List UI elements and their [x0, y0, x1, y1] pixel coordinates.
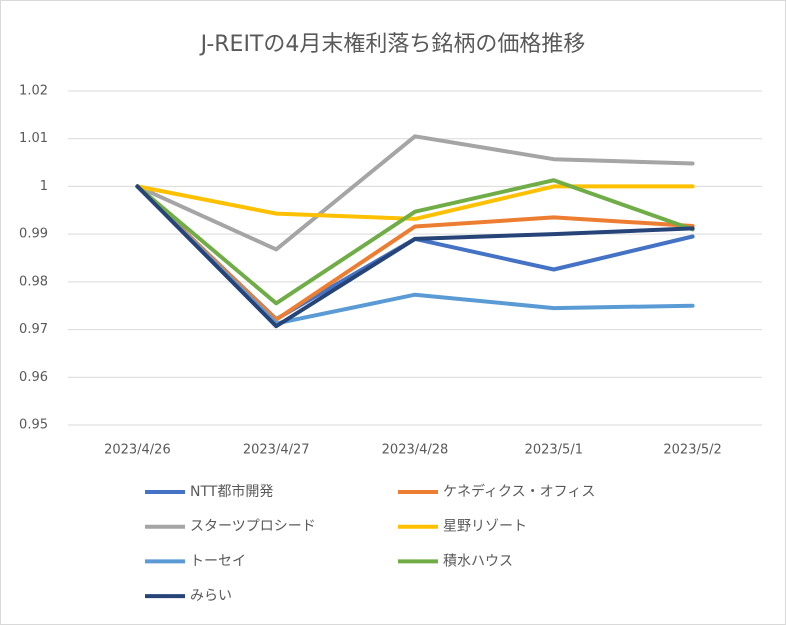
y-tick-label: 0.96: [19, 370, 48, 385]
legend-label: スターツプロシード: [190, 519, 316, 535]
y-tick-label: 0.97: [19, 322, 48, 337]
series-line: [135, 134, 695, 252]
y-tick-label: 1.01: [19, 131, 48, 146]
legend-label: 積水ハウス: [443, 553, 513, 569]
x-tick-label: 2023/5/2: [663, 443, 721, 458]
legend-label: 星野リゾート: [443, 519, 527, 535]
chart-title: J-REITの4月末権利落ち銘柄の価格推移: [199, 32, 586, 57]
series-line: [135, 178, 695, 306]
y-tick-label: 0.95: [19, 418, 48, 433]
x-tick-label: 2023/5/1: [525, 443, 583, 458]
x-tick-label: 2023/4/27: [243, 443, 310, 458]
y-tick-label: 0.99: [19, 227, 48, 242]
y-tick-label: 1.02: [19, 84, 48, 99]
legend-label: みらい: [190, 588, 232, 604]
y-tick-label: 0.98: [19, 274, 48, 289]
legend-label: NTT都市開発: [190, 483, 273, 500]
legend-label: トーセイ: [190, 553, 246, 569]
y-tick-label: 1: [40, 179, 48, 194]
x-tick-label: 2023/4/26: [104, 443, 171, 458]
x-tick-label: 2023/4/28: [382, 443, 449, 458]
series-line: [135, 184, 695, 329]
legend-label: ケネディクス・オフィス: [443, 483, 595, 500]
series-line: [135, 184, 695, 221]
